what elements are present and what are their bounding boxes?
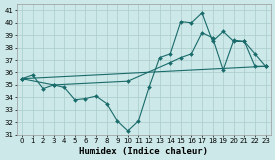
X-axis label: Humidex (Indice chaleur): Humidex (Indice chaleur)	[79, 147, 208, 156]
